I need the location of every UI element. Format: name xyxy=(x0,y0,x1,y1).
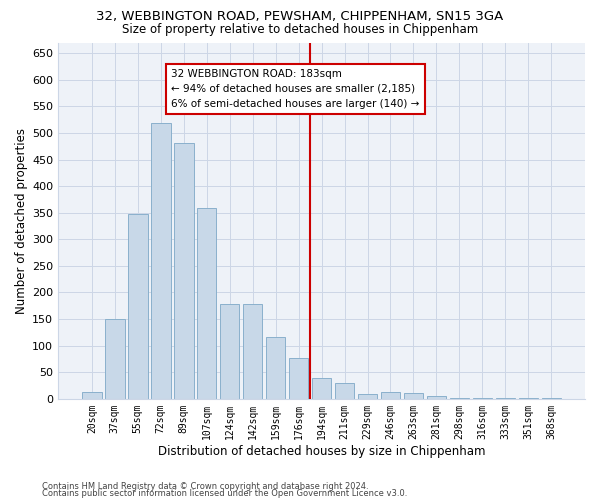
Bar xyxy=(266,337,286,399)
Text: 32, WEBBINGTON ROAD, PEWSHAM, CHIPPENHAM, SN15 3GA: 32, WEBBINGTON ROAD, PEWSHAM, CHIPPENHAM… xyxy=(97,10,503,23)
Bar xyxy=(82,392,101,399)
Bar xyxy=(381,392,400,399)
Bar xyxy=(518,398,538,399)
Bar xyxy=(312,378,331,399)
Bar xyxy=(151,123,170,399)
Bar xyxy=(358,394,377,399)
Bar xyxy=(243,304,262,399)
Text: Contains public sector information licensed under the Open Government Licence v3: Contains public sector information licen… xyxy=(42,490,407,498)
Text: 32 WEBBINGTON ROAD: 183sqm
← 94% of detached houses are smaller (2,185)
6% of se: 32 WEBBINGTON ROAD: 183sqm ← 94% of deta… xyxy=(171,69,419,108)
Bar xyxy=(427,396,446,399)
Text: Size of property relative to detached houses in Chippenham: Size of property relative to detached ho… xyxy=(122,22,478,36)
Bar xyxy=(542,398,561,399)
Bar xyxy=(473,398,492,399)
Bar xyxy=(197,208,217,399)
Bar xyxy=(289,358,308,399)
Y-axis label: Number of detached properties: Number of detached properties xyxy=(15,128,28,314)
Bar xyxy=(220,304,239,399)
Text: Contains HM Land Registry data © Crown copyright and database right 2024.: Contains HM Land Registry data © Crown c… xyxy=(42,482,368,491)
X-axis label: Distribution of detached houses by size in Chippenham: Distribution of detached houses by size … xyxy=(158,444,485,458)
Bar xyxy=(174,143,194,399)
Bar xyxy=(496,398,515,399)
Bar xyxy=(449,398,469,399)
Bar xyxy=(128,214,148,399)
Bar xyxy=(335,384,355,399)
Bar xyxy=(404,393,423,399)
Bar xyxy=(105,319,125,399)
